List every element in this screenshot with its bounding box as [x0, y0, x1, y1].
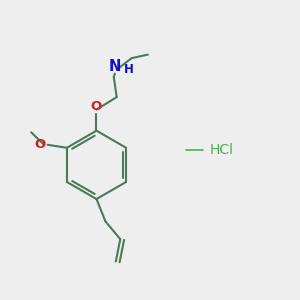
Text: O: O: [34, 138, 46, 151]
Text: O: O: [91, 100, 102, 112]
Text: N: N: [109, 58, 122, 74]
Text: H: H: [124, 63, 134, 76]
Text: HCl: HCl: [209, 143, 233, 157]
